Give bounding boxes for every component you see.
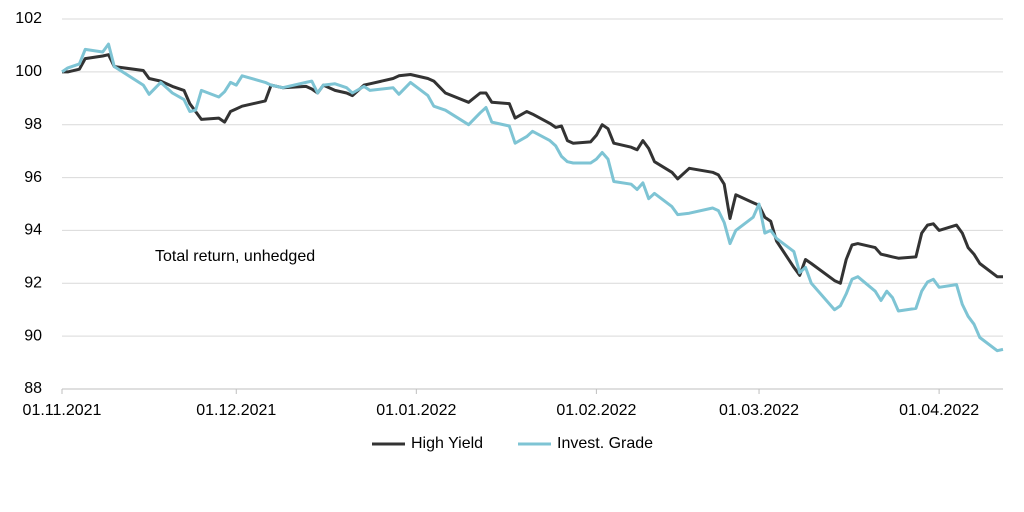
annotation: Total return, unhedged	[155, 248, 315, 265]
series-line	[62, 53, 1003, 285]
y-tick-label: 92	[24, 275, 42, 292]
y-tick-label: 98	[24, 116, 42, 133]
y-tick-label: 88	[24, 380, 42, 397]
y-tick-label: 102	[15, 10, 42, 27]
x-tick-label: 01.02.2022	[556, 402, 636, 419]
x-tick-label: 01.04.2022	[899, 402, 979, 419]
x-tick-label: 01.11.2021	[23, 402, 102, 419]
y-tick-label: 90	[24, 327, 42, 344]
x-tick-label: 01.03.2022	[719, 402, 799, 419]
legend-label: High Yield	[411, 435, 483, 452]
y-tick-label: 94	[24, 222, 42, 239]
y-tick-label: 100	[15, 63, 42, 80]
x-tick-label: 01.01.2022	[376, 402, 456, 419]
y-tick-label: 96	[24, 169, 42, 186]
series-line	[61, 42, 1004, 353]
x-tick-label: 01.12.2021	[196, 402, 276, 419]
legend-label: Invest. Grade	[557, 435, 653, 452]
